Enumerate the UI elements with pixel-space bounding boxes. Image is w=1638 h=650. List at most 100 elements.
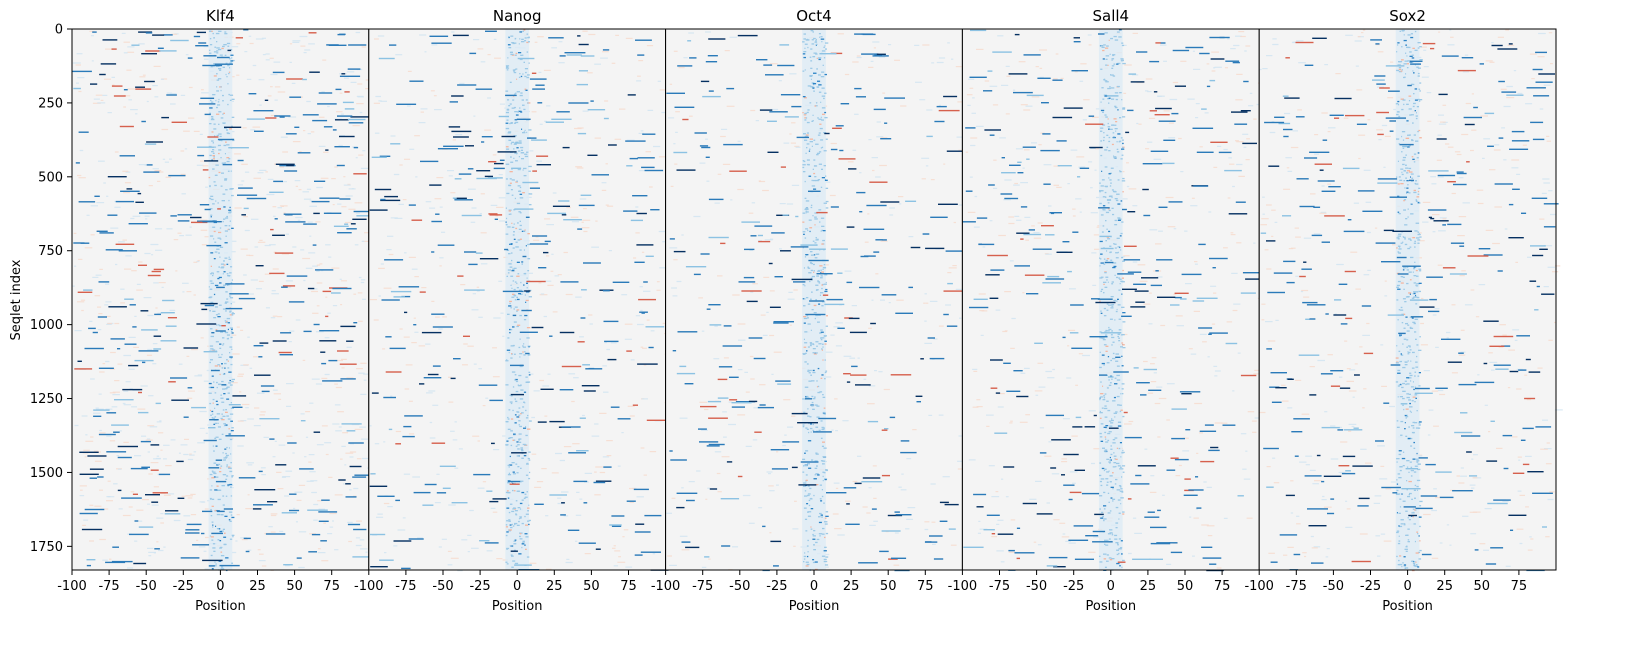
band-cell (1100, 109, 1105, 112)
band-cell (228, 209, 232, 211)
band-cell (213, 258, 216, 260)
noise-cell (581, 227, 590, 229)
noise-cell (339, 135, 345, 137)
noise-cell (98, 393, 102, 395)
band-cell (506, 217, 508, 220)
noise-cell (346, 346, 352, 348)
seqlet-streak (126, 188, 133, 190)
seqlet-streak (278, 351, 292, 354)
seqlet-streak (790, 246, 809, 248)
seqlet-streak (307, 287, 315, 290)
noise-cell (361, 457, 369, 460)
band-cell (825, 138, 828, 140)
noise-cell (635, 206, 639, 208)
band-cell (1103, 395, 1106, 397)
band-cell (515, 380, 519, 383)
seqlet-streak (215, 459, 222, 461)
band-cell (807, 408, 809, 410)
band-cell (807, 493, 811, 495)
band-cell (823, 407, 826, 409)
noise-cell (938, 414, 944, 416)
noise-cell (612, 547, 616, 549)
noise-cell (343, 184, 351, 186)
band-cell (804, 112, 807, 115)
noise-cell (429, 437, 436, 439)
band-cell (807, 229, 809, 232)
noise-cell (362, 150, 366, 152)
noise-cell (534, 486, 542, 488)
band-cell (1109, 481, 1112, 483)
band-cell (1109, 459, 1111, 461)
noise-cell (292, 41, 300, 43)
band-cell (222, 373, 225, 375)
seqlet-streak (177, 220, 190, 222)
noise-cell (924, 342, 932, 344)
noise-cell (105, 408, 113, 410)
noise-cell (269, 244, 276, 246)
band-cell (512, 525, 515, 527)
noise-cell (439, 257, 444, 259)
band-cell (1115, 506, 1119, 509)
noise-cell (312, 312, 319, 314)
seqlet-streak (177, 214, 192, 216)
noise-cell (894, 532, 899, 534)
noise-cell (83, 449, 90, 451)
noise-cell (94, 295, 101, 297)
seqlet-streak (168, 381, 176, 383)
band-cell (217, 316, 221, 318)
noise-cell (85, 440, 94, 442)
noise-cell (358, 320, 363, 322)
seqlet-streak (1095, 301, 1116, 304)
noise-cell (1235, 99, 1243, 101)
band-cell (821, 495, 824, 498)
seqlet-streak (784, 116, 799, 118)
noise-cell (127, 51, 135, 53)
band-cell (1118, 218, 1122, 220)
noise-cell (571, 400, 575, 403)
band-cell (512, 280, 515, 282)
noise-cell (237, 445, 244, 447)
noise-cell (600, 57, 608, 59)
noise-cell (1173, 293, 1177, 295)
noise-cell (80, 299, 86, 301)
noise-cell (614, 138, 622, 140)
band-cell (818, 33, 821, 35)
band-cell (214, 407, 216, 409)
band-cell (523, 343, 525, 345)
noise-cell (748, 522, 755, 524)
noise-cell (1151, 357, 1157, 359)
noise-cell (418, 345, 426, 347)
noise-cell (752, 283, 758, 285)
seqlet-streak (114, 399, 134, 401)
seqlet-streak (118, 250, 137, 252)
band-cell (221, 485, 225, 487)
band-cell (818, 343, 822, 345)
noise-cell (823, 264, 829, 266)
seqlet-streak (370, 566, 388, 568)
noise-cell (1078, 353, 1083, 355)
seqlet-streak (750, 235, 757, 237)
noise-cell (1211, 323, 1216, 325)
seqlet-streak (1153, 91, 1158, 93)
seqlet-streak (939, 520, 948, 522)
seqlet-streak (225, 283, 245, 285)
band-cell (1104, 416, 1108, 418)
noise-cell (1053, 519, 1060, 521)
noise-cell (1147, 91, 1152, 93)
noise-cell (671, 497, 676, 499)
seqlet-streak (422, 504, 434, 506)
noise-cell (140, 385, 148, 387)
seqlet-streak (344, 91, 350, 93)
band-cell (804, 331, 808, 333)
band-cell (514, 374, 517, 376)
band-cell (511, 510, 515, 513)
band-cell (230, 453, 232, 455)
band-cell (821, 41, 823, 43)
seqlet-streak (595, 480, 612, 482)
band-cell (814, 242, 817, 244)
noise-cell (1009, 260, 1014, 262)
band-cell (523, 249, 525, 251)
noise-cell (334, 404, 341, 406)
band-cell (822, 64, 824, 66)
band-cell (515, 390, 519, 393)
